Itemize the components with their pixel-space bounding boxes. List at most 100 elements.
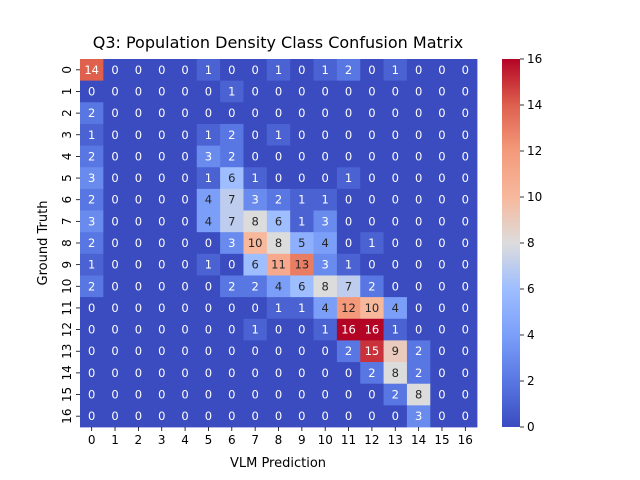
cell-value-label: 0	[111, 258, 118, 272]
cell-value-label: 0	[438, 84, 445, 98]
heatmap-cell	[266, 383, 291, 406]
x-tick-label: 12	[364, 433, 379, 447]
heatmap-cell	[290, 253, 314, 276]
cell-value-label: 0	[275, 149, 282, 163]
heatmap-cell	[313, 210, 338, 233]
cell-value-label: 0	[322, 149, 329, 163]
heatmap-cell	[103, 318, 128, 341]
heatmap-cell	[173, 362, 198, 385]
cell-value-label: 0	[181, 63, 188, 77]
heatmap-cell	[243, 297, 268, 320]
heatmap-cell	[126, 318, 151, 341]
cell-value-label: 0	[181, 388, 188, 402]
cell-value-label: 0	[438, 279, 445, 293]
cell-value-label: 7	[345, 279, 352, 293]
heatmap-cell	[150, 210, 174, 233]
heatmap-cell	[266, 188, 291, 211]
cell-value-label: 0	[415, 301, 422, 315]
heatmap-cell	[290, 362, 314, 385]
cell-value-label: 14	[84, 63, 99, 77]
cell-value-label: 0	[415, 323, 422, 337]
heatmap-cell	[313, 253, 338, 276]
cell-value-label: 2	[345, 344, 352, 358]
cell-value-label: 0	[158, 106, 165, 120]
heatmap-cell	[290, 232, 314, 255]
x-tick-label: 6	[228, 433, 236, 447]
cell-value-label: 0	[158, 344, 165, 358]
cell-value-label: 1	[205, 258, 212, 272]
heatmap-cell	[103, 59, 128, 82]
cell-value-label: 0	[462, 366, 469, 380]
cell-value-label: 0	[345, 366, 352, 380]
cell-value-label: 0	[181, 149, 188, 163]
cell-value-label: 0	[415, 171, 422, 185]
cell-value-label: 0	[158, 63, 165, 77]
chart-title: Q3: Population Density Class Confusion M…	[93, 33, 464, 52]
heatmap-cell	[150, 297, 174, 320]
cell-value-label: 0	[275, 409, 282, 423]
cell-value-label: 0	[275, 388, 282, 402]
cell-value-label: 0	[158, 84, 165, 98]
cell-value-label: 0	[462, 214, 469, 228]
heatmap-cell	[80, 123, 104, 146]
heatmap-cell	[453, 253, 478, 276]
cell-value-label: 2	[368, 279, 375, 293]
heatmap-cell	[266, 297, 291, 320]
x-axis: 0 1 2 3 4 5 6 7 8 9 10 11 12 13 14 15 16	[88, 427, 473, 447]
heatmap-cell	[290, 188, 314, 211]
heatmap-cell	[453, 383, 478, 406]
cell-value-label: 0	[88, 323, 95, 337]
cell-value-label: 0	[462, 279, 469, 293]
cell-value-label: 0	[181, 236, 188, 250]
heatmap-cell	[173, 210, 198, 233]
heatmap-cell	[360, 383, 384, 406]
heatmap-cell	[430, 253, 455, 276]
heatmap-cell	[196, 340, 221, 363]
cell-value-label: 0	[392, 128, 399, 142]
heatmap-cell	[430, 318, 455, 341]
heatmap-cell	[313, 188, 338, 211]
heatmap-cell	[336, 167, 361, 190]
heatmap-cell	[173, 232, 198, 255]
y-tick-label: 15	[60, 387, 74, 402]
x-tick-label: 2	[135, 433, 143, 447]
cell-value-label: 0	[392, 409, 399, 423]
heatmap-cell	[453, 188, 478, 211]
heatmap-cell	[173, 59, 198, 82]
heatmap-cell	[406, 232, 431, 255]
cell-value-label: 2	[415, 366, 422, 380]
cell-value-label: 0	[275, 84, 282, 98]
cell-value-label: 2	[88, 279, 95, 293]
heatmap-cell	[290, 297, 314, 320]
heatmap-cell	[290, 167, 314, 190]
heatmap-cell	[290, 318, 314, 341]
heatmap-cell	[360, 188, 384, 211]
cell-value-label: 0	[205, 409, 212, 423]
heatmap-cell	[220, 340, 244, 363]
cell-value-label: 0	[228, 301, 235, 315]
heatmap-cell	[383, 297, 408, 320]
cell-value-label: 3	[88, 171, 95, 185]
cell-value-label: 6	[228, 171, 235, 185]
heatmap-cell	[243, 59, 268, 82]
cell-value-label: 0	[415, 128, 422, 142]
heatmap-cell	[406, 297, 431, 320]
cell-value-label: 8	[251, 214, 258, 228]
heatmap-cell	[430, 188, 455, 211]
cell-value-label: 0	[298, 171, 305, 185]
cell-value-label: 0	[322, 344, 329, 358]
cell-value-label: 0	[438, 366, 445, 380]
heatmap-cell	[80, 318, 104, 341]
cell-value-label: 0	[111, 236, 118, 250]
heatmap-cell	[150, 145, 174, 168]
heatmap-cell	[150, 253, 174, 276]
cell-value-label: 0	[111, 193, 118, 207]
cell-value-label: 0	[392, 214, 399, 228]
cell-value-label: 0	[298, 106, 305, 120]
heatmap-cell	[266, 123, 291, 146]
cell-value-label: 0	[438, 193, 445, 207]
heatmap-cell	[196, 80, 221, 103]
heatmap-cell	[453, 318, 478, 341]
heatmap-cell	[453, 80, 478, 103]
cell-value-label: 0	[158, 409, 165, 423]
